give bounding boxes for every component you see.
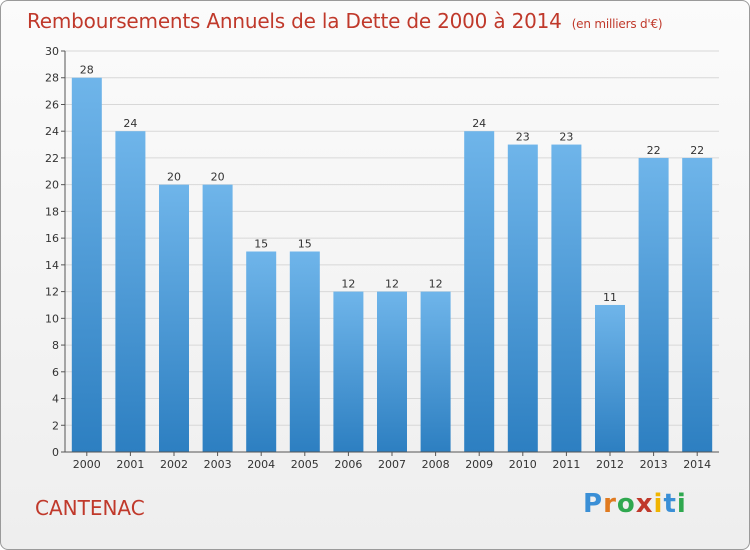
bar — [595, 304, 625, 452]
data-label: 24 — [472, 117, 486, 130]
data-label: 11 — [603, 291, 617, 304]
x-tick-label: 2005 — [291, 458, 319, 471]
y-tick-label: 20 — [45, 179, 59, 192]
x-tick-label: 2006 — [334, 458, 362, 471]
y-tick-label: 24 — [45, 125, 59, 138]
bar — [638, 157, 669, 452]
bar — [289, 251, 320, 452]
x-tick-label: 2010 — [509, 458, 537, 471]
data-label: 12 — [429, 278, 443, 291]
logo-letter: i — [676, 489, 687, 519]
logo-letter: i — [653, 489, 664, 519]
y-tick-label: 22 — [45, 152, 59, 165]
proxiti-logo: Proxiti — [583, 489, 687, 519]
y-tick-label: 8 — [52, 339, 59, 352]
data-label: 15 — [254, 238, 268, 251]
data-label: 12 — [341, 278, 355, 291]
logo-letter: o — [616, 489, 636, 519]
y-tick-label: 28 — [45, 72, 59, 85]
x-tick-label: 2003 — [204, 458, 232, 471]
y-tick-label: 2 — [52, 419, 59, 432]
bar — [115, 131, 146, 452]
data-label: 15 — [298, 238, 312, 251]
x-tick-label: 2004 — [247, 458, 275, 471]
x-tick-label: 2002 — [160, 458, 188, 471]
data-label: 23 — [559, 131, 573, 144]
bar — [420, 291, 451, 452]
logo-letter: r — [603, 489, 617, 519]
x-tick-label: 2000 — [73, 458, 101, 471]
y-tick-label: 14 — [45, 259, 59, 272]
bar — [159, 184, 189, 452]
chart-title-text: Remboursements Annuels de la Dette de 20… — [27, 9, 562, 33]
bar — [246, 251, 277, 452]
logo-letter: P — [583, 489, 604, 519]
bar — [464, 131, 495, 452]
y-tick-label: 10 — [45, 312, 59, 325]
bar — [507, 144, 538, 453]
commune-name: CANTENAC — [35, 496, 145, 520]
data-label: 20 — [211, 171, 225, 184]
logo-letter: t — [663, 489, 677, 519]
data-label: 12 — [385, 278, 399, 291]
x-tick-label: 2012 — [596, 458, 624, 471]
y-tick-label: 30 — [45, 45, 59, 58]
y-tick-label: 4 — [52, 393, 59, 406]
x-tick-label: 2014 — [683, 458, 711, 471]
bar — [71, 77, 102, 452]
y-tick-label: 6 — [52, 366, 59, 379]
data-label: 22 — [647, 144, 661, 157]
data-label: 28 — [80, 64, 94, 77]
data-label: 20 — [167, 171, 181, 184]
chart-title: Remboursements Annuels de la Dette de 20… — [27, 9, 663, 33]
bar — [202, 184, 233, 452]
logo-letter: x — [635, 489, 654, 519]
data-label: 23 — [516, 131, 530, 144]
x-tick-label: 2001 — [116, 458, 144, 471]
y-tick-label: 12 — [45, 286, 59, 299]
x-tick-label: 2009 — [465, 458, 493, 471]
bar — [377, 291, 407, 452]
x-tick-label: 2007 — [378, 458, 406, 471]
data-label: 24 — [123, 117, 137, 130]
bar — [682, 157, 713, 452]
y-tick-label: 0 — [52, 446, 59, 459]
data-label: 22 — [690, 144, 704, 157]
y-tick-label: 18 — [45, 205, 59, 218]
x-tick-label: 2011 — [552, 458, 580, 471]
bar — [551, 144, 582, 453]
bar — [333, 291, 364, 452]
x-tick-label: 2013 — [640, 458, 668, 471]
y-tick-label: 16 — [45, 232, 59, 245]
x-tick-label: 2008 — [422, 458, 450, 471]
y-tick-label: 26 — [45, 98, 59, 111]
chart-subtitle: (en milliers d'€) — [571, 17, 663, 31]
